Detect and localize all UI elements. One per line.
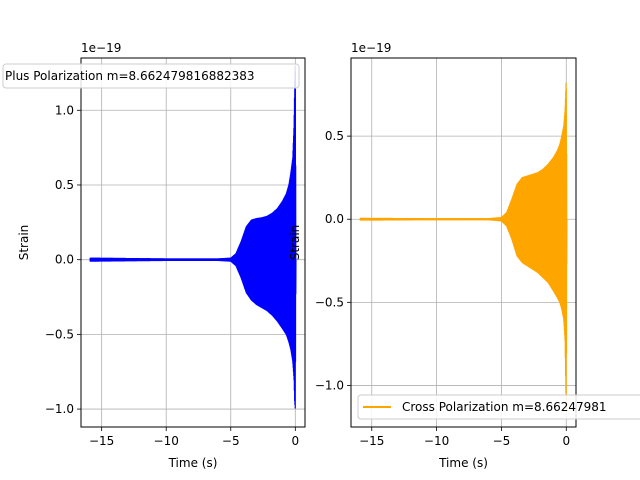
legend-box [357,394,640,420]
legend: Cross Polarization m=8.66247981 [357,394,640,420]
x-tick-label: −15 [359,434,384,448]
y-axis-label: Strain [288,225,302,261]
x-axis-label: Time (s) [168,456,218,470]
axes-frame [80,57,306,428]
x-tick-label: 0 [562,434,570,448]
x-axis-label: Time (s) [438,456,488,470]
x-tick-label: −5 [222,434,240,448]
y-offset-label: 1e−19 [81,41,121,55]
legend: Plus Polarization m=8.662479816882383 [2,63,300,89]
plot-traces [89,65,297,409]
x-tick-label: −10 [424,434,449,448]
axis-ticks: −15 −10 −5 0 −1.0 −0.5 0.0 0.5 [315,129,570,448]
y-tick-label: −1.0 [315,378,344,392]
x-tick-label: −15 [89,434,114,448]
y-axis-label: Strain [17,225,31,261]
y-tick-label: −0.5 [315,295,344,309]
axis-ticks: −15 −10 −5 0 −1.0 −0.5 0.0 0.5 1.0 [45,103,299,448]
legend-box [2,63,300,89]
legend-entry-label: Cross Polarization m=8.66247981 [402,400,607,414]
x-tick-label: −10 [154,434,179,448]
x-tick-label: 0 [291,434,299,448]
y-tick-label: 0.5 [325,129,344,143]
y-tick-label: 1.0 [55,103,74,117]
x-tick-label: −5 [493,434,511,448]
plus-polarization-subplot: −15 −10 −5 0 −1.0 −0.5 0.0 0.5 1.0 Time (s) Stra… [2,41,306,470]
plot-traces [359,82,568,411]
cross-polarization-subplot: −15 −10 −5 0−1.0−0.50.00.5 Time (s) Strain … [288,41,640,470]
legend-entry-label: Plus Polarization m=8.662479816882383 [5,69,255,83]
y-tick-label: −0.5 [45,327,74,341]
axes-frame [350,57,577,428]
y-tick-label: −1.0 [45,402,74,416]
y-tick-label: 0.5 [55,178,74,192]
y-tick-label: 0.0 [325,212,344,226]
y-tick-label: 0.0 [55,253,74,267]
y-offset-label: 1e−19 [351,41,391,55]
